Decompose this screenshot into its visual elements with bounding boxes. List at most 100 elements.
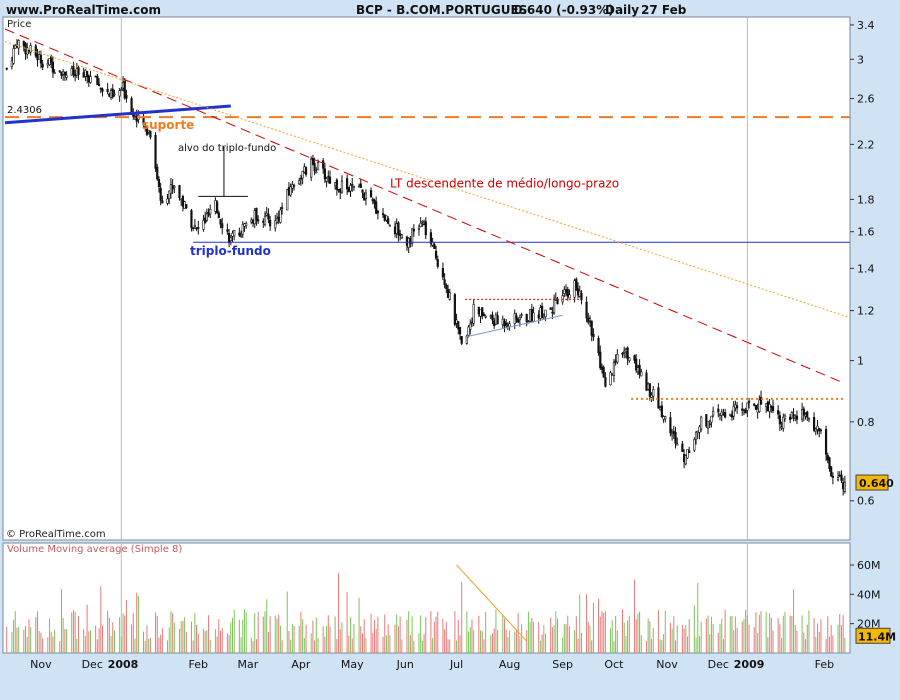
- candle-body: [310, 158, 313, 178]
- candle-body: [253, 210, 256, 224]
- candle-body: [686, 449, 689, 459]
- candle-body: [149, 130, 152, 138]
- candle-body: [814, 428, 817, 432]
- downtrend-label: LT descendente de médio/longo-prazo: [390, 176, 619, 190]
- candle-body: [226, 229, 229, 232]
- candle-body: [207, 211, 210, 216]
- price-axis-title: Price: [7, 19, 31, 30]
- candle-body: [337, 189, 340, 191]
- candle-body: [183, 201, 186, 209]
- candle-body: [393, 226, 397, 235]
- candle-body: [455, 319, 458, 324]
- candle-body: [323, 168, 326, 180]
- candle-body: [241, 224, 244, 235]
- candle-body: [669, 417, 672, 434]
- price-tick-label: 1.6: [857, 226, 875, 239]
- candle-body: [693, 439, 696, 451]
- candle-body: [251, 220, 255, 224]
- candle-body: [197, 227, 200, 229]
- price-candles: [5, 39, 846, 496]
- candle-body: [233, 230, 236, 237]
- candle-body: [541, 305, 544, 318]
- candle-body: [836, 477, 840, 481]
- candle-body: [109, 90, 113, 98]
- candle-body: [588, 318, 592, 321]
- candle-body: [819, 429, 823, 432]
- candle-body: [87, 75, 90, 83]
- candle-body: [84, 69, 87, 77]
- candle-body: [250, 219, 253, 223]
- candle-body: [322, 160, 325, 169]
- candle-body: [193, 224, 196, 228]
- candle-body: [349, 185, 352, 192]
- candle-body: [501, 318, 504, 325]
- candle-body: [517, 319, 520, 323]
- candle-body: [612, 362, 616, 377]
- candle-body: [638, 364, 641, 375]
- candle-body: [672, 431, 675, 434]
- candle-body: [169, 184, 173, 194]
- candle-body: [130, 98, 133, 114]
- candle-body: [458, 326, 462, 335]
- candle-body: [647, 383, 650, 390]
- candle-body: [824, 429, 828, 455]
- candle-body: [789, 416, 792, 420]
- candle-body: [537, 314, 540, 319]
- candle-body: [717, 408, 720, 413]
- price-tick-label: 3: [857, 53, 864, 66]
- candle-body: [843, 481, 846, 492]
- candle-body: [144, 126, 147, 128]
- month-tick-label: Nov: [30, 658, 52, 671]
- candle-body: [133, 116, 137, 120]
- candle-body: [556, 299, 559, 305]
- candle-body: [383, 214, 386, 221]
- candle-body: [674, 432, 677, 444]
- candle-body: [205, 213, 208, 221]
- candle-body: [539, 307, 542, 319]
- candle-body: [315, 171, 318, 174]
- candle-body: [53, 72, 56, 74]
- candle-body: [400, 234, 403, 239]
- candle-body: [744, 409, 747, 414]
- price-tick-label: 3.4: [857, 19, 875, 32]
- target-label: alvo do triplo-fundo: [178, 143, 276, 154]
- candle-body: [335, 179, 338, 190]
- candle-body: [192, 227, 195, 230]
- candle-body: [575, 278, 578, 291]
- candle-body: [729, 413, 732, 416]
- candle-body: [753, 403, 756, 406]
- candle-body: [489, 315, 492, 318]
- candle-body: [465, 336, 468, 344]
- candle-body: [26, 47, 29, 55]
- candle-body: [756, 408, 759, 413]
- candle-body: [566, 289, 569, 297]
- month-tick-label: Oct: [604, 658, 624, 671]
- candle-body: [746, 402, 749, 411]
- candle-body: [113, 93, 116, 96]
- candle-body: [623, 350, 626, 353]
- candle-body: [387, 218, 390, 224]
- candle-body: [299, 177, 303, 180]
- price-tick-label: 0.6: [857, 495, 875, 508]
- candle-body: [544, 309, 547, 318]
- candle-body: [477, 306, 480, 315]
- month-tick-label: Sep: [552, 658, 573, 671]
- candle-body: [712, 410, 715, 416]
- candle-body: [97, 84, 101, 86]
- candle-body: [688, 450, 691, 453]
- candle-body: [549, 307, 552, 310]
- price-tick-label: 1.2: [857, 305, 875, 318]
- candle-body: [505, 322, 508, 326]
- site-url[interactable]: www.ProRealTime.com: [6, 3, 161, 17]
- candle-body: [812, 417, 816, 431]
- candle-body: [65, 74, 68, 78]
- candle-body: [576, 288, 580, 296]
- candle-body: [157, 179, 161, 187]
- downtrend-line: [4, 28, 846, 384]
- candle-body: [166, 198, 169, 204]
- candle-body: [239, 235, 243, 238]
- candle-body: [782, 416, 785, 429]
- candle-body: [532, 312, 535, 322]
- candle-body: [340, 180, 344, 193]
- candle-body: [645, 372, 648, 391]
